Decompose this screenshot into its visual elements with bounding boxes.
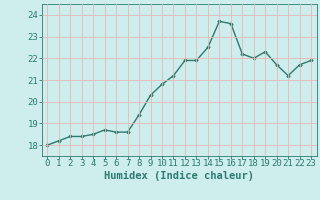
X-axis label: Humidex (Indice chaleur): Humidex (Indice chaleur) — [104, 171, 254, 181]
